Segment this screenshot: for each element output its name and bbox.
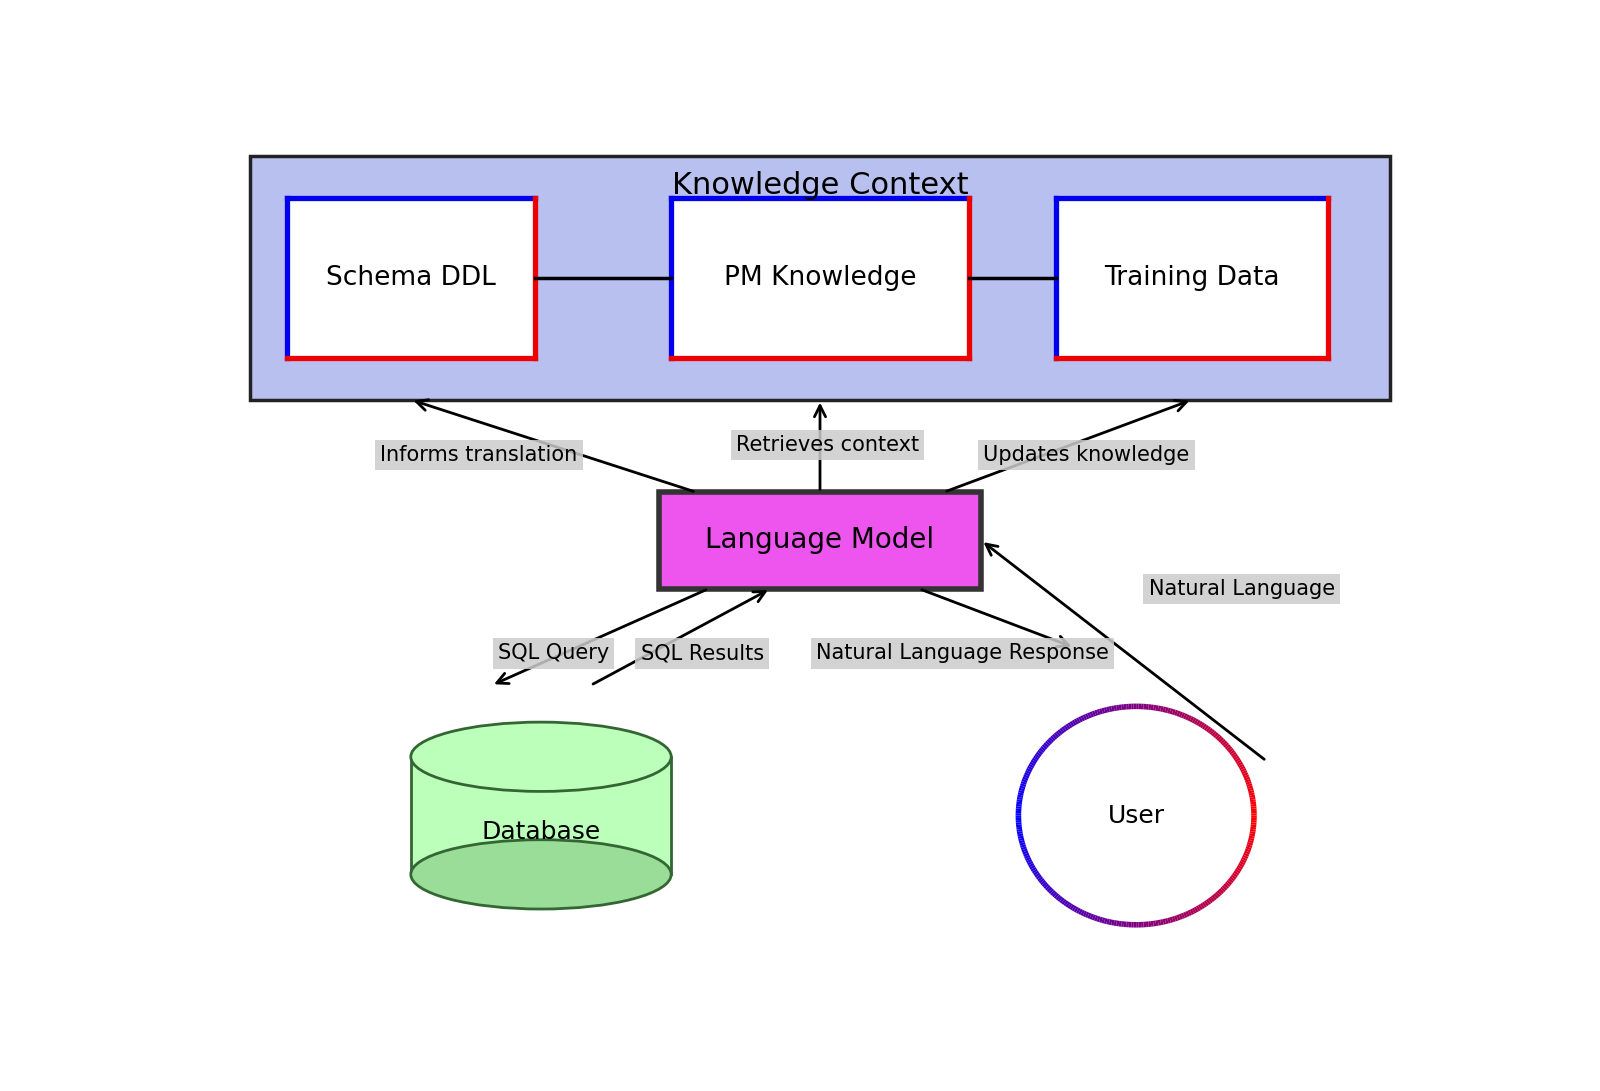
FancyBboxPatch shape xyxy=(411,757,672,874)
Text: Informs translation: Informs translation xyxy=(381,445,578,465)
Text: Natural Language: Natural Language xyxy=(1149,578,1334,599)
Text: SQL Query: SQL Query xyxy=(498,644,610,663)
Text: Database: Database xyxy=(482,820,600,844)
FancyBboxPatch shape xyxy=(250,156,1390,399)
Ellipse shape xyxy=(411,722,672,791)
Ellipse shape xyxy=(411,840,672,909)
Text: User: User xyxy=(1107,804,1165,828)
Text: Schema DDL: Schema DDL xyxy=(326,265,496,291)
Text: PM Knowledge: PM Knowledge xyxy=(723,265,917,291)
Text: Updates knowledge: Updates knowledge xyxy=(984,445,1190,465)
FancyBboxPatch shape xyxy=(672,199,970,358)
Text: Language Model: Language Model xyxy=(706,527,934,554)
Text: Knowledge Context: Knowledge Context xyxy=(672,171,968,201)
Text: SQL Results: SQL Results xyxy=(640,644,763,663)
Text: Training Data: Training Data xyxy=(1104,265,1280,291)
FancyBboxPatch shape xyxy=(659,492,981,589)
Text: Retrieves context: Retrieves context xyxy=(736,435,918,455)
Text: Natural Language Response: Natural Language Response xyxy=(816,644,1109,663)
Ellipse shape xyxy=(1019,706,1254,925)
FancyBboxPatch shape xyxy=(286,199,534,358)
FancyBboxPatch shape xyxy=(1056,199,1328,358)
